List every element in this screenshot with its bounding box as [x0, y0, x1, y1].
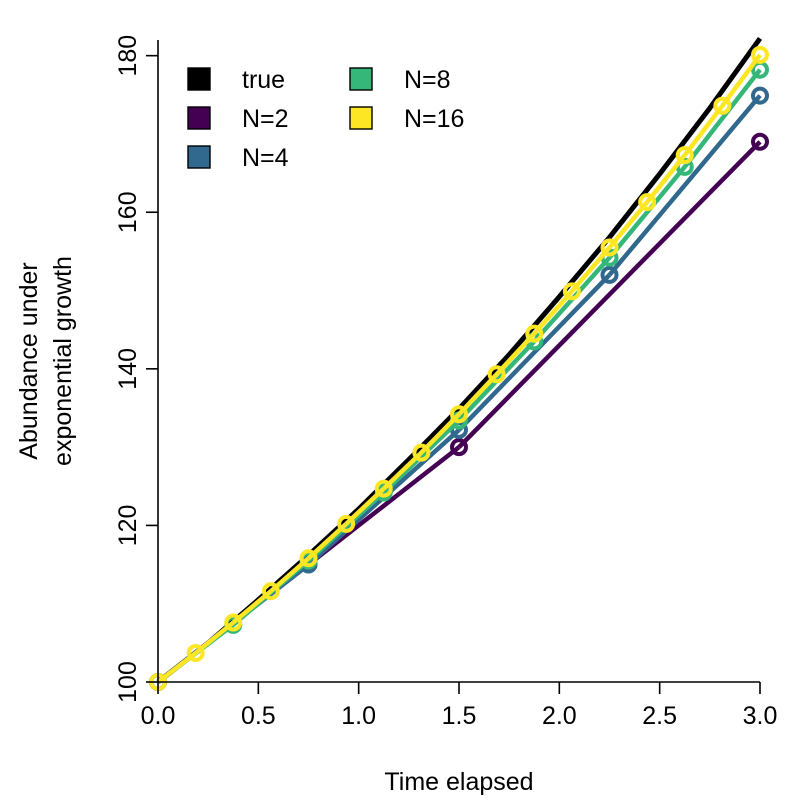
legend-item-true: true — [187, 66, 285, 94]
series-layer — [149, 36, 769, 691]
series-n-16-segment-12 — [607, 200, 649, 249]
y-tick-label: 120 — [114, 505, 142, 547]
series-n-2-point-1 — [450, 438, 468, 457]
legend-swatch-n-2 — [187, 106, 211, 130]
legend-swatch-true — [187, 67, 211, 91]
legend-swatch-n-8 — [349, 67, 373, 91]
series-n-8-segment-3 — [382, 418, 461, 495]
series-n-4-segment-3 — [607, 94, 762, 277]
series-n-16-segment-14 — [682, 104, 725, 157]
series-n-16 — [149, 45, 769, 691]
series-n-16-segment-8 — [457, 372, 499, 416]
x-tick-label: 0.0 — [141, 702, 176, 730]
x-tick-label: 0.5 — [241, 702, 276, 730]
y-tick-label: 140 — [114, 348, 142, 390]
axes-layer: 0.0 0.5 1.0 1.5 2.0 2.5 3.0 100 120 140 160 180 Time… — [15, 35, 777, 796]
y-tick-label: 160 — [114, 191, 142, 233]
legend-label-n-2: N=2 — [242, 105, 289, 133]
series-n-16-point-9 — [487, 365, 506, 384]
series-n-16-point-15 — [713, 96, 732, 115]
y-axis-title-line-1: Abundance under — [15, 262, 43, 459]
series-n-16-point-6 — [374, 479, 393, 498]
series-n-16-point-10 — [525, 324, 544, 343]
series-n-4-point-3 — [600, 265, 619, 284]
x-tick-label: 2.5 — [642, 702, 677, 730]
series-n-16-point-3 — [261, 582, 280, 601]
x-tick-label: 2.0 — [542, 702, 577, 730]
legend-label-true: true — [242, 66, 285, 94]
series-n-16-point-7 — [412, 443, 431, 462]
series-n-8-segment-6 — [607, 165, 687, 260]
series-n-16-point-14 — [675, 146, 694, 165]
legend-item-n-8: N=8 — [349, 66, 451, 94]
series-n-4-segment-2 — [457, 273, 612, 432]
series-n-16-point-1 — [186, 644, 205, 663]
series-n-16-segment-13 — [645, 153, 687, 204]
legend-label-n-16: N=16 — [404, 105, 464, 133]
legend-label-n-8: N=8 — [404, 66, 451, 94]
legend-swatch-n-4 — [187, 145, 211, 169]
series-n-16-point-13 — [638, 193, 657, 212]
series-n-2-segment-1 — [457, 140, 762, 449]
series-n-16-point-16 — [751, 45, 769, 64]
series-n-16-point-8 — [450, 405, 468, 424]
legend-item-n-4: N=4 — [187, 144, 289, 172]
x-tick-label: 3.0 — [743, 702, 778, 730]
series-true-line — [156, 36, 763, 684]
series-n-16-point-11 — [562, 282, 581, 301]
series-n-16-point-2 — [224, 613, 243, 632]
series-n-16-segment-15 — [720, 53, 762, 108]
x-tick-label: 1.5 — [442, 702, 477, 730]
series-n-16-segment-11 — [570, 246, 612, 293]
series-n-16-segment-9 — [494, 332, 536, 376]
y-tick-label: 100 — [114, 661, 142, 703]
series-n-16-point-12 — [600, 238, 619, 257]
y-tick-label: 180 — [114, 35, 142, 77]
series-n-16-point-5 — [337, 514, 356, 533]
y-axis-title-line-2: exponential growth — [49, 256, 77, 466]
series-n-2-point-2 — [751, 132, 769, 151]
legend-swatch-n-16 — [349, 106, 373, 130]
legend-label-n-4: N=4 — [242, 144, 289, 172]
series-n-16-point-4 — [299, 549, 318, 568]
legend-item-n-16: N=16 — [349, 105, 464, 133]
series-n-4-point-4 — [751, 86, 769, 105]
legend: true N=2 N=4 N=8 N=16 — [187, 66, 464, 172]
series-n-8-segment-7 — [682, 68, 762, 169]
x-axis-title: Time elapsed — [384, 768, 533, 796]
x-tick-label: 1.0 — [341, 702, 376, 730]
series-n-16-segment-10 — [532, 289, 574, 336]
legend-item-n-2: N=2 — [187, 105, 289, 133]
